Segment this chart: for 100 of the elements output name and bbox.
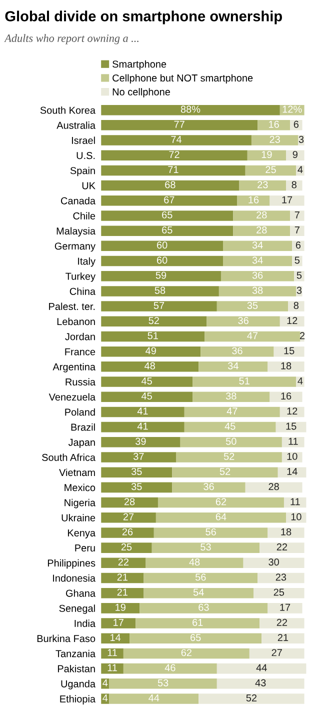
bar [101,256,224,266]
data-label: 35 [247,302,258,309]
data-label: 16 [248,196,259,204]
data-label: 36 [232,347,242,354]
data-label: 37 [133,452,144,460]
chart-title: Global divide on smartphone ownership [5,10,282,24]
bar [245,482,302,493]
y-tick-label: Jordan [65,332,95,340]
bar [101,286,219,296]
data-label: 10 [291,513,302,520]
bar [223,256,292,266]
chart-subtitle: Adults who report owning a ... [4,34,138,44]
data-label: 45 [224,422,236,430]
bar [101,316,207,327]
data-label: 7 [294,226,300,234]
y-tick-label: Brazil [71,423,95,431]
bar [146,558,244,568]
y-tick-label: Palest. ter. [49,302,95,310]
bar [243,558,304,568]
data-label: 25 [274,588,284,596]
legend-label: Cellphone but NOT smartphone [112,74,253,84]
data-label: 48 [189,558,200,566]
data-label: 28 [256,211,267,218]
data-label: 36 [204,483,214,490]
data-label: 15 [286,422,296,430]
bar [260,618,304,628]
data-label: 71 [168,166,178,174]
bar [101,210,234,221]
bar [233,226,290,236]
bar [172,482,246,493]
data-label: 27 [272,649,282,656]
bar [270,392,302,402]
y-tick-label: Ukraine [62,514,96,522]
y-tick-label: Vietnam [59,468,95,476]
y-tick-label: Philippines [48,559,96,569]
legend-label: No cellphone [112,88,170,98]
bar [101,270,221,282]
data-label: 23 [270,136,280,143]
data-label: 6 [296,242,301,249]
bar [101,406,184,418]
data-label: 57 [154,302,164,309]
y-tick-label: Malaysia [56,227,96,237]
data-label: 8 [292,181,296,188]
y-tick-label: Japan [68,438,95,448]
data-label: 4 [298,166,303,174]
bar [101,467,172,478]
bar [101,150,248,160]
legend-label: Smartphone [112,60,166,70]
data-label: 19 [262,150,272,158]
bar [282,437,304,448]
data-label: 10 [287,452,298,460]
data-label: 21 [117,574,128,581]
bar [288,301,304,312]
data-label: 34 [252,256,263,264]
y-tick-label: Burkina Faso [37,634,96,642]
bar [223,240,292,252]
y-tick-label: Australia [56,122,96,129]
data-label: 11 [108,664,117,672]
data-label: 18 [281,528,292,536]
y-tick-label: Israel [72,136,95,144]
bar [101,362,199,372]
data-label: 47 [247,332,258,340]
bar [258,572,304,584]
bar [172,467,278,478]
bar [192,392,270,402]
y-tick-label: Kenya [68,529,96,538]
data-label: 52 [148,317,159,324]
data-label: 17 [282,196,292,204]
data-label: 28 [124,498,135,506]
y-tick-label: Lebanon [57,318,95,326]
bar [101,422,184,432]
y-tick-label: Senegal [59,604,95,614]
bar [101,180,240,191]
y-tick-label: Uganda [61,680,96,690]
data-label: 5 [296,272,302,279]
data-label: 11 [290,498,300,506]
bar [268,603,302,614]
bar [109,678,217,689]
bar [239,180,286,191]
data-label: 2 [300,332,305,340]
data-label: 45 [141,377,152,384]
data-label: 52 [224,452,234,460]
bar [109,694,199,704]
data-label: 77 [174,120,184,128]
data-label: 22 [276,618,288,626]
data-label: 30 [268,558,279,566]
data-label: 11 [288,438,298,445]
data-label: 35 [131,483,142,490]
bar [101,120,258,130]
bar [216,678,304,689]
data-label: 45 [141,392,152,400]
bar [101,165,246,176]
bar [216,663,306,674]
bar [258,120,290,130]
y-tick-label: U.S. [76,152,95,160]
data-label: 23 [276,574,286,581]
y-tick-label: Canada [61,197,96,204]
bar [154,528,268,538]
data-label: 74 [171,136,182,143]
data-label: 23 [258,181,268,188]
